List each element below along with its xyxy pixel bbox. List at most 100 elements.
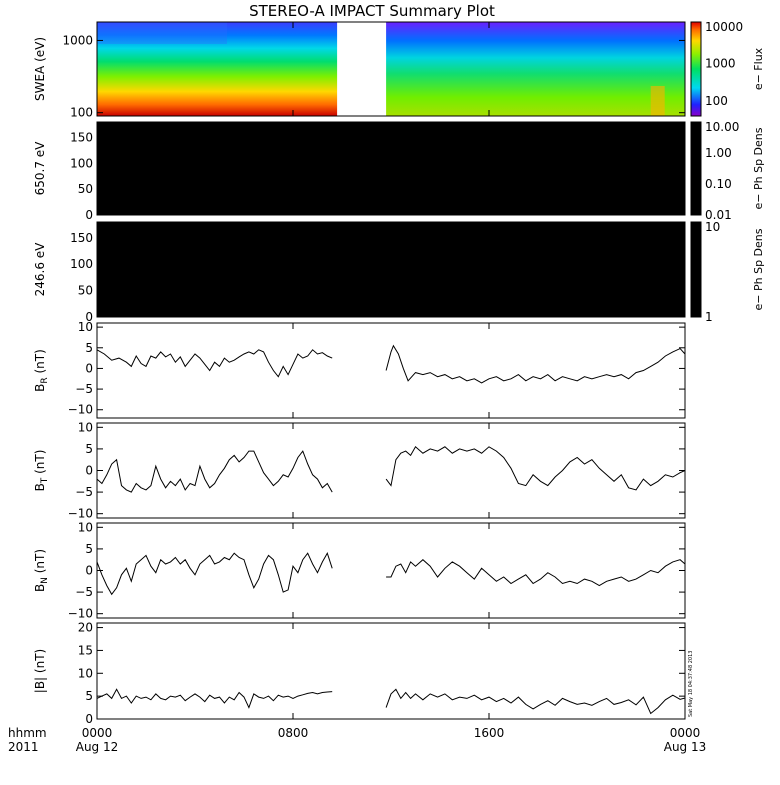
ytick-label: 0 [85,564,93,578]
ytick-label: 10 [78,420,93,434]
ytick-label: 150 [70,131,93,145]
panel-bt: −10 −5 0 5 10 BT (nT) [33,420,686,521]
colorbar-tick-label: 10000 [705,20,743,34]
panel-frame-swea [96,21,686,117]
panel-pad246: 0 50 100 150 246.6 eV 1 10 e− Ph Sp Dens [33,220,765,324]
swea-flux-band [97,22,227,44]
ylabel-sub: N [40,577,50,584]
xtick-label-time: 0000 [670,726,701,740]
ylabel-sub: T [40,477,50,484]
series-bt-segment-1 [96,450,333,493]
panel-br: −10 −5 0 5 10 BR (nT) [33,320,686,419]
panel-swea: 100 1000 SWEA (eV) 100 1000 10000 e− Flux [33,20,765,120]
ylabel-bmag: |B| (nT) [33,649,47,693]
creation-timestamp: Sat May 18 04:37:48 2013 [688,651,694,717]
xaxis-year-label: 2011 [8,740,39,754]
ytick-label: 0 [85,464,93,478]
ytick-label: 100 [70,156,93,170]
ytick-label: 5 [85,689,93,703]
xtick-label-date: Aug 13 [664,740,707,754]
ylabel-unit: (nT) [33,450,47,478]
colorbar-tick-label: 1.00 [705,146,732,160]
swea-spectrogram-segment-1 [97,22,338,116]
series-br-segment-1 [96,349,333,378]
colorbar-tick-label: 1 [705,310,713,324]
panel-frame-br [96,322,686,419]
colorbar-tick-label: 10 [705,220,720,234]
series-bt-segment-2 [385,446,686,491]
ytick-label: 10 [78,520,93,534]
ytick-label: 15 [78,643,93,657]
colorbar-tick-label: 0.01 [705,208,732,222]
panel-frame-bn [96,522,686,619]
pad-spectrogram-pad650 [97,122,685,215]
ylabel-unit: (nT) [33,349,47,377]
colorbar-label-pad246: e− Ph Sp Dens [752,228,765,310]
swea-spectrogram-segment-2 [386,22,685,116]
xtick-label-time: 0000 [82,726,113,740]
panel-frame-bt [96,422,686,519]
ytick-label: 0 [85,208,93,222]
ylabel-pad650: 650.7 eV [33,141,47,196]
ytick-label: 0 [85,361,93,375]
ylabel-sub: R [40,377,50,383]
xtick-label-date: Aug 12 [76,740,119,754]
ylabel-main: |B| [33,677,47,693]
ytick-label: −10 [68,507,93,521]
colorbar-label-swea: e− Flux [752,47,765,90]
ytick-label: 10 [78,320,93,334]
panel-frame-pad650 [96,121,686,216]
ytick-label: −5 [75,485,93,499]
ytick-label: 5 [85,341,93,355]
ytick-label: 5 [85,442,93,456]
ytick-label: 1000 [62,33,93,47]
colorbar-pad246 [690,221,702,318]
colorbar-tick-label: 100 [705,94,728,108]
ylabel-main: B [33,483,47,491]
series-br-segment-2 [385,344,686,384]
ytick-label: 0 [85,712,93,726]
ytick-label: 100 [70,106,93,120]
panel-frame-pad246 [96,221,686,318]
colorbar-tick-label: 10.00 [705,120,739,134]
ytick-label: 5 [85,542,93,556]
ytick-label: 20 [78,621,93,635]
ylabel-unit: (nT) [33,649,47,677]
ytick-label: 150 [70,231,93,245]
ytick-label: 50 [78,284,93,298]
colorbar-label-pad650: e− Ph Sp Dens [752,127,765,209]
panel-pad650: 0 50 100 150 650.7 eV 0.01 0.10 1.00 10.00 e− Ph … [33,120,765,222]
panel-bn: −10 −5 0 5 10 BN (nT) [33,520,686,621]
colorbar-tick-label: 1000 [705,57,736,71]
ylabel-main: B [33,584,47,592]
xtick-label-time: 1600 [474,726,505,740]
panel-bmag: 0 5 10 15 20 |B| (nT) [33,621,686,726]
ylabel-swea: SWEA (eV) [33,37,47,101]
ytick-label: 100 [70,257,93,271]
ylabel-bt: BT (nT) [33,450,50,492]
xaxis-format-label: hhmm [8,726,47,740]
colorbar-swea [690,21,702,117]
ylabel-main: B [33,384,47,392]
ylabel-pad246: 246.6 eV [33,242,47,297]
pad-spectrogram-pad246 [97,222,685,317]
plot-title: STEREO-A IMPACT Summary Plot [249,2,495,20]
ytick-label: −10 [68,607,93,621]
ytick-label: 50 [78,182,93,196]
ytick-label: −10 [68,403,93,417]
ytick-label: 10 [78,666,93,680]
colorbar-tick-label: 0.10 [705,177,732,191]
series-bn-segment-1 [96,551,333,596]
ytick-label: −5 [75,382,93,396]
series-bmag-segment-2 [385,688,686,715]
colorbar-pad650 [690,121,702,216]
xtick-label-time: 0800 [278,726,309,740]
ytick-label: −5 [75,585,93,599]
ylabel-bn: BN (nT) [33,549,50,592]
series-bmag-segment-1 [96,688,333,709]
swea-flux-enhancement [650,86,665,116]
panel-frame-bmag [96,622,686,720]
ylabel-br: BR (nT) [33,349,50,392]
ylabel-unit: (nT) [33,549,47,577]
